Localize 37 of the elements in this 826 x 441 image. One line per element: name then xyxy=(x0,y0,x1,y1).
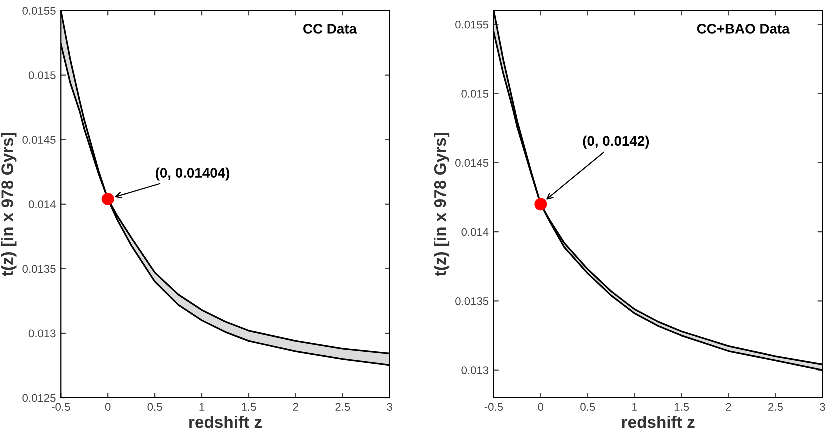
y-tick-label: 0.0135 xyxy=(22,265,56,274)
annotation: (0, 0.01404) xyxy=(156,168,230,181)
y-tick-label: 0.0145 xyxy=(456,159,489,168)
x-tick-label: 0.5 xyxy=(148,403,162,412)
y-tick-label: 0.0145 xyxy=(22,136,56,144)
annotation: (0, 0.0142) xyxy=(583,136,650,149)
x-tick-label: 2 xyxy=(293,403,298,411)
text: CC Data xyxy=(304,24,358,34)
x-tick-label: 3 xyxy=(387,403,392,412)
x-tick-label: -0.5 xyxy=(484,403,504,412)
y-tick-label: 0.0135 xyxy=(456,297,489,306)
y-tick-label: 0.0155 xyxy=(22,7,56,15)
x-tick-label: 0.5 xyxy=(580,403,596,412)
y-tick-label: 0.0125 xyxy=(22,394,56,402)
x-tick-label: 1 xyxy=(632,403,638,411)
text: CC+BAO Data xyxy=(697,24,790,34)
y-tick-label: 0.013 xyxy=(462,366,489,374)
x-tick-label: 0 xyxy=(105,403,111,412)
x-axis-title: redshift z xyxy=(622,416,695,428)
y-tick-label: 0.014 xyxy=(28,200,56,209)
y-tick-label: 0.014 xyxy=(462,228,489,236)
x-tick-label: 3 xyxy=(820,403,826,412)
x-tick-label: 0 xyxy=(538,403,544,412)
x-tick-label: 1.5 xyxy=(242,403,256,412)
y-tick-label: 0.015 xyxy=(28,72,56,80)
x-tick-label: 2 xyxy=(726,403,732,411)
x-tick-label: -0.5 xyxy=(52,403,70,412)
y-tick-label: 0.013 xyxy=(28,330,56,338)
x-tick-label: 1.5 xyxy=(674,403,690,412)
y-tick-label: 0.0155 xyxy=(456,20,489,29)
y-tick-label: 0.015 xyxy=(462,90,489,98)
y-axis-title: t(z) [in x 978 Gyrs] xyxy=(434,133,450,276)
x-tick-label: 2.5 xyxy=(336,403,350,412)
x-tick-label: 1 xyxy=(200,403,205,411)
y-axis-title: t(z) [in x 978 Gyrs] xyxy=(1,133,17,276)
x-tick-label: 2.5 xyxy=(768,403,783,412)
x-axis-title: redshift z xyxy=(190,416,262,428)
